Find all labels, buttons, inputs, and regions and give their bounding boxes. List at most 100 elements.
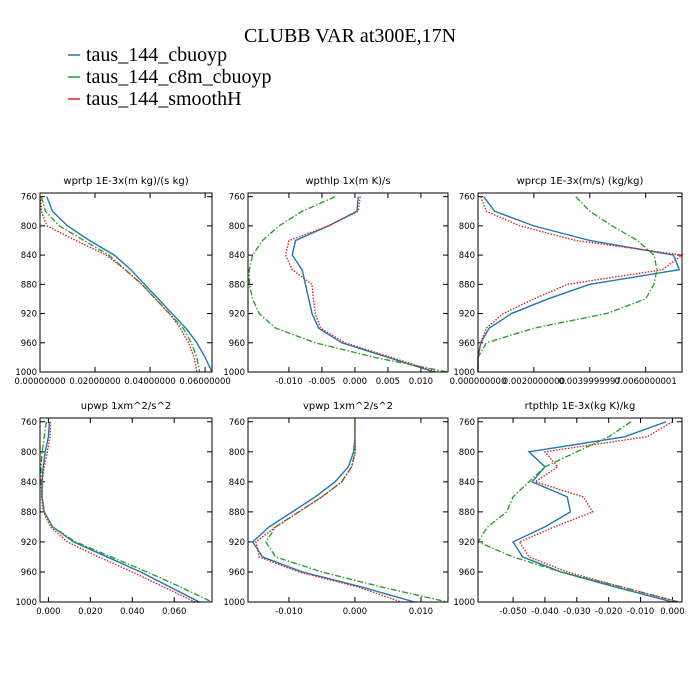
profile-line — [477, 196, 681, 372]
x-tick-label: 0.000 — [343, 607, 367, 617]
figure-title: CLUBB VAR at300E,17N — [244, 25, 456, 47]
x-tick-label: -0.005 — [308, 377, 335, 387]
x-tick-label: -0.010 — [275, 607, 302, 617]
y-tick-label: 1000 — [453, 368, 475, 378]
y-tick-label: 920 — [21, 310, 37, 320]
plot-frame — [39, 417, 213, 603]
x-tick-label: -0.040 — [531, 607, 558, 617]
x-tick-label: 0.04000000 — [124, 377, 175, 387]
profile-line — [40, 421, 196, 603]
y-tick-label: 880 — [229, 508, 245, 518]
x-tick-label: 0.000 — [36, 607, 60, 617]
x-tick-label: 0.005 — [376, 377, 400, 387]
plot-frame — [247, 417, 449, 603]
legend-label: taus_144_c8m_cbuoyp — [86, 66, 272, 88]
y-tick-label: 960 — [459, 568, 475, 578]
y-tick-label: 800 — [21, 448, 37, 458]
x-tick-label: 0.000 — [660, 607, 684, 617]
y-tick-label: 1000 — [453, 598, 475, 608]
y-tick-label: 960 — [21, 568, 37, 578]
y-tick-label: 920 — [459, 538, 475, 548]
legend-label: taus_144_cbuoyp — [86, 44, 227, 66]
x-tick-label: 0.0039999997 — [559, 377, 621, 387]
plot-frame — [477, 417, 683, 603]
legend-label: taus_144_smoothH — [86, 88, 242, 110]
profile-line — [264, 421, 448, 603]
y-tick-label: 960 — [459, 339, 475, 349]
x-tick-label: -0.010 — [627, 607, 654, 617]
y-tick-label: 760 — [459, 193, 475, 203]
profile-line — [40, 196, 201, 373]
profile-line — [46, 196, 213, 373]
y-tick-label: 960 — [21, 339, 37, 349]
profile-line — [251, 421, 415, 603]
y-tick-label: 760 — [229, 418, 245, 428]
x-tick-label: 0.000 — [343, 377, 367, 387]
plot-frame — [39, 192, 213, 373]
y-tick-label: 880 — [21, 508, 37, 518]
x-tick-label: -0.050 — [499, 607, 526, 617]
y-tick-label: 800 — [229, 448, 245, 458]
profile-line — [291, 196, 435, 373]
profile-line — [40, 196, 198, 373]
x-tick-label: -0.020 — [595, 607, 622, 617]
x-tick-label: 0.000000000 — [450, 377, 507, 387]
y-tick-label: 840 — [21, 478, 37, 488]
x-tick-label: -0.010 — [275, 377, 302, 387]
x-tick-label: 0.0060000001 — [615, 377, 677, 387]
profile-line — [477, 196, 658, 372]
profile-line — [477, 196, 684, 372]
panel-title: rtpthlp 1E-3x(kg K)/kg — [525, 401, 636, 412]
profile-line — [284, 196, 438, 373]
y-tick-label: 880 — [21, 280, 37, 290]
y-tick-label: 800 — [459, 448, 475, 458]
y-tick-label: 840 — [459, 251, 475, 261]
profile-line — [248, 196, 448, 373]
y-tick-label: 960 — [229, 568, 245, 578]
y-tick-label: 880 — [459, 280, 475, 290]
y-tick-label: 920 — [229, 310, 245, 320]
panel-title: wprtp 1E-3x(m kg)/(s kg) — [63, 176, 188, 187]
panel-title: upwp 1xm^2/s^2 — [81, 401, 171, 412]
y-tick-label: 920 — [459, 310, 475, 320]
panel-title: wprcp 1E-3x(m/s) (kg/kg) — [517, 176, 644, 187]
y-tick-label: 760 — [21, 193, 37, 203]
panel-title: vpwp 1xm^2/s^2 — [303, 401, 393, 412]
x-tick-label: 0.040 — [120, 607, 144, 617]
plot-frame — [477, 192, 683, 373]
x-tick-label: -0.030 — [563, 607, 590, 617]
profile-line — [476, 421, 679, 603]
y-tick-label: 1000 — [223, 368, 245, 378]
x-tick-label: 0.06000000 — [179, 377, 230, 387]
y-tick-label: 920 — [21, 538, 37, 548]
y-tick-label: 880 — [229, 280, 245, 290]
y-tick-label: 1000 — [223, 598, 245, 608]
x-tick-label: 0.0020000000 — [503, 377, 565, 387]
y-tick-label: 760 — [21, 418, 37, 428]
plot-frame — [247, 192, 449, 373]
profile-line — [40, 421, 213, 603]
y-tick-label: 840 — [21, 251, 37, 261]
panel-title: wpthlp 1x(m K)/s — [305, 176, 390, 187]
x-tick-label: 0.060 — [162, 607, 186, 617]
y-tick-label: 920 — [229, 538, 245, 548]
y-tick-label: 960 — [229, 339, 245, 349]
y-tick-label: 840 — [229, 478, 245, 488]
x-tick-label: 0.02000000 — [69, 377, 120, 387]
y-tick-label: 1000 — [15, 598, 37, 608]
x-tick-label: 0.010 — [409, 607, 433, 617]
y-tick-label: 800 — [459, 222, 475, 232]
y-tick-label: 1000 — [15, 368, 37, 378]
y-tick-label: 840 — [229, 251, 245, 261]
y-tick-label: 800 — [229, 222, 245, 232]
x-tick-label: 0.00000000 — [14, 377, 65, 387]
profile-line — [518, 421, 679, 603]
y-tick-label: 760 — [229, 193, 245, 203]
y-tick-label: 800 — [21, 222, 37, 232]
profile-line — [41, 421, 200, 603]
x-tick-label: 0.020 — [78, 607, 102, 617]
y-tick-label: 840 — [459, 478, 475, 488]
y-tick-label: 880 — [459, 508, 475, 518]
